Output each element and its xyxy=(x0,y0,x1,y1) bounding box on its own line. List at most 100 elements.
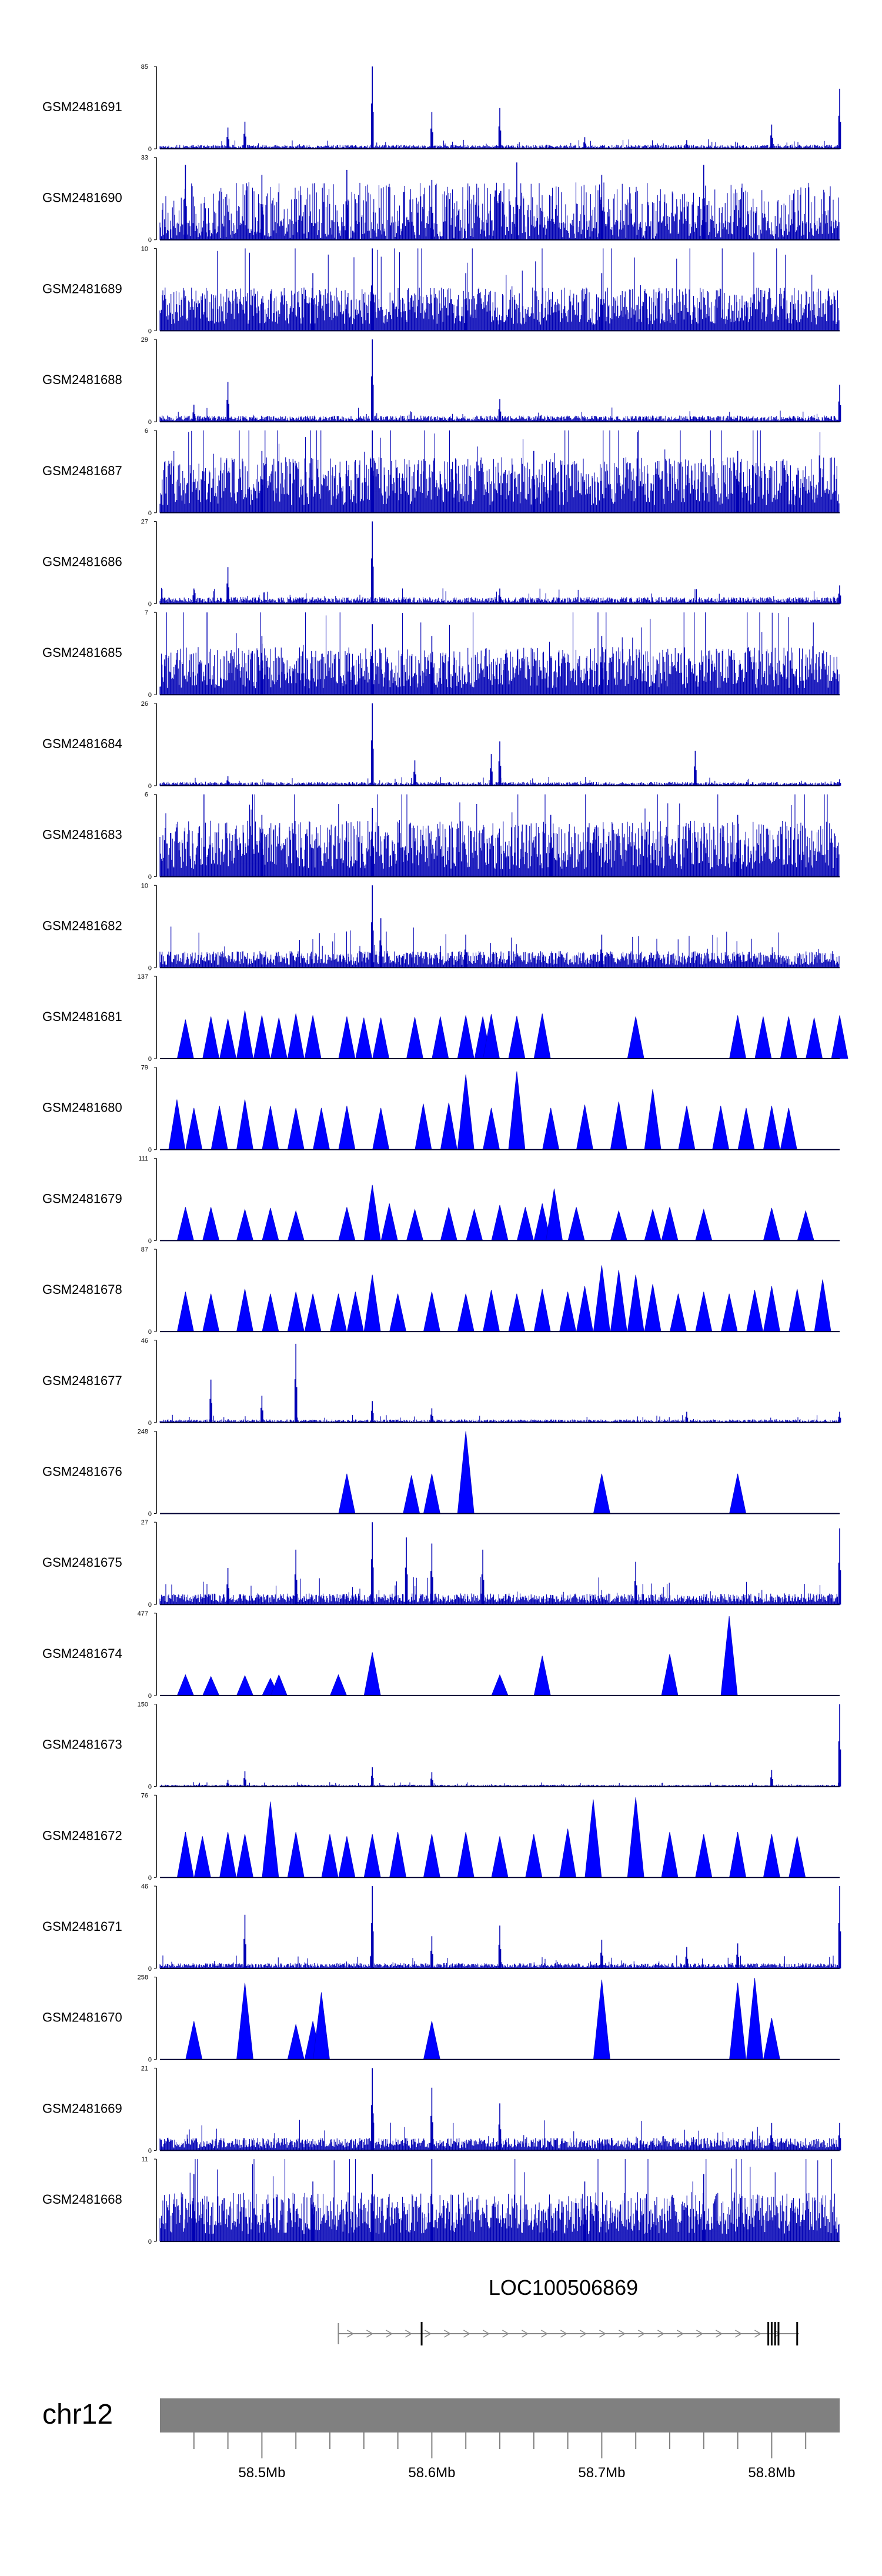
signal-peaks xyxy=(311,248,603,331)
strand-arrow xyxy=(541,2330,548,2338)
track-label: GSM2481686 xyxy=(42,555,122,569)
signal-coverage xyxy=(159,407,840,422)
signal-peak xyxy=(338,1836,356,1878)
signal-peak xyxy=(338,1207,356,1241)
y-min-label: 0 xyxy=(148,2147,152,2154)
signal-peak xyxy=(202,1016,220,1059)
track-GSM2481680: GSM2481680 79 0 xyxy=(42,1065,840,1154)
strand-arrow xyxy=(347,2330,354,2338)
signal-peak xyxy=(542,1107,560,1150)
signal-peak xyxy=(533,1656,551,1696)
signal-peak xyxy=(695,1292,713,1332)
track-GSM2481688: GSM2481688 29 0 xyxy=(42,336,841,426)
y-max-label: 248 xyxy=(138,1429,148,1436)
signal-peak xyxy=(287,2024,305,2060)
track-GSM2481674: GSM2481674 477 0 xyxy=(42,1610,840,1700)
signal-peak xyxy=(423,1834,440,1878)
y-min-label: 0 xyxy=(148,1601,152,1609)
signal-coverage xyxy=(159,794,840,877)
signal-peak xyxy=(423,1473,440,1514)
signal-peak xyxy=(363,1184,381,1241)
signal-peak xyxy=(567,1207,585,1241)
track-GSM2481668: GSM2481668 11 0 xyxy=(42,2156,840,2245)
y-min-label: 0 xyxy=(148,2238,152,2245)
signal-peak xyxy=(176,1674,194,1696)
signal-peak xyxy=(406,1208,424,1241)
y-max-label: 6 xyxy=(145,792,148,799)
signal-peak xyxy=(457,1431,475,1514)
signal-peaks xyxy=(370,2068,841,2151)
signal-peak xyxy=(380,1203,398,1241)
signal-peak xyxy=(746,1290,763,1332)
signal-peak xyxy=(219,1831,237,1878)
signal-peak xyxy=(806,1017,823,1059)
strand-arrow xyxy=(366,2330,373,2338)
y-min-label: 0 xyxy=(148,1784,152,1791)
signal-peak xyxy=(338,1016,356,1059)
signal-peak xyxy=(423,2021,440,2060)
y-max-label: 46 xyxy=(141,1883,148,1890)
signal-peak xyxy=(176,1019,194,1059)
axis-tick-label: 58.7Mb xyxy=(578,2465,625,2481)
signal-peak xyxy=(202,1293,220,1332)
signal-peak xyxy=(415,1103,432,1150)
signal-peak xyxy=(176,1207,194,1241)
track-label: GSM2481676 xyxy=(42,1464,122,1479)
strand-arrow xyxy=(599,2330,606,2338)
y-max-label: 111 xyxy=(138,1155,148,1162)
signal-peak xyxy=(797,1210,814,1241)
signal-peak xyxy=(262,1293,279,1332)
signal-peak xyxy=(236,1983,253,2060)
signal-peak xyxy=(423,1292,440,1332)
signal-peak xyxy=(584,1799,602,1878)
signal-peak xyxy=(763,1834,780,1878)
y-max-label: 26 xyxy=(141,700,148,708)
track-GSM2481689: GSM2481689 10 0 xyxy=(42,245,840,335)
gene-track: LOC100506869 xyxy=(338,2275,799,2345)
signal-coverage xyxy=(159,1955,840,1968)
track-label: GSM2481682 xyxy=(42,918,122,933)
track-label: GSM2481669 xyxy=(42,2101,122,2115)
signal-peak xyxy=(185,1107,203,1150)
signal-coverage xyxy=(159,248,840,331)
track-label: GSM2481685 xyxy=(42,645,122,660)
signal-peak xyxy=(729,1983,747,2060)
signal-peak xyxy=(372,1017,390,1059)
track-GSM2481672: GSM2481672 76 0 xyxy=(42,1792,840,1881)
signal-peak xyxy=(304,1293,322,1332)
y-min-label: 0 xyxy=(148,692,152,699)
track-label: GSM2481691 xyxy=(42,99,122,114)
y-min-label: 0 xyxy=(148,2057,152,2064)
signal-peak xyxy=(389,1831,407,1878)
signal-peak xyxy=(287,1292,305,1332)
signal-peak xyxy=(236,1834,253,1878)
signal-peak xyxy=(440,1207,457,1241)
strand-arrow xyxy=(754,2330,761,2338)
signal-peak xyxy=(202,1207,220,1241)
track-GSM2481679: GSM2481679 111 0 xyxy=(42,1155,840,1244)
signal-peaks xyxy=(184,162,706,240)
track-GSM2481691: GSM2481691 85 0 xyxy=(42,64,841,153)
signal-peak xyxy=(644,1089,662,1150)
y-max-label: 137 xyxy=(138,973,148,980)
strand-arrow xyxy=(425,2330,432,2338)
signal-peaks xyxy=(260,430,739,513)
signal-peak xyxy=(338,1106,356,1150)
signal-peak xyxy=(661,1207,679,1241)
signal-peak xyxy=(321,1834,339,1878)
signal-peak xyxy=(262,1106,279,1150)
y-max-label: 6 xyxy=(145,428,148,435)
signal-peak xyxy=(262,1207,279,1241)
signal-peak xyxy=(253,1015,270,1059)
signal-peak xyxy=(593,1979,610,2060)
signal-peak xyxy=(262,1801,279,1878)
track-label: GSM2481690 xyxy=(42,191,122,205)
signal-peak xyxy=(763,1207,780,1241)
signal-peak xyxy=(644,1284,662,1332)
track-GSM2481681: GSM2481681 137 0 xyxy=(42,973,848,1063)
y-min-label: 0 xyxy=(148,874,152,881)
signal-coverage xyxy=(159,430,840,513)
gene-name-label: LOC100506869 xyxy=(489,2275,638,2300)
y-max-label: 7 xyxy=(145,609,148,616)
signal-peak xyxy=(559,1828,577,1878)
